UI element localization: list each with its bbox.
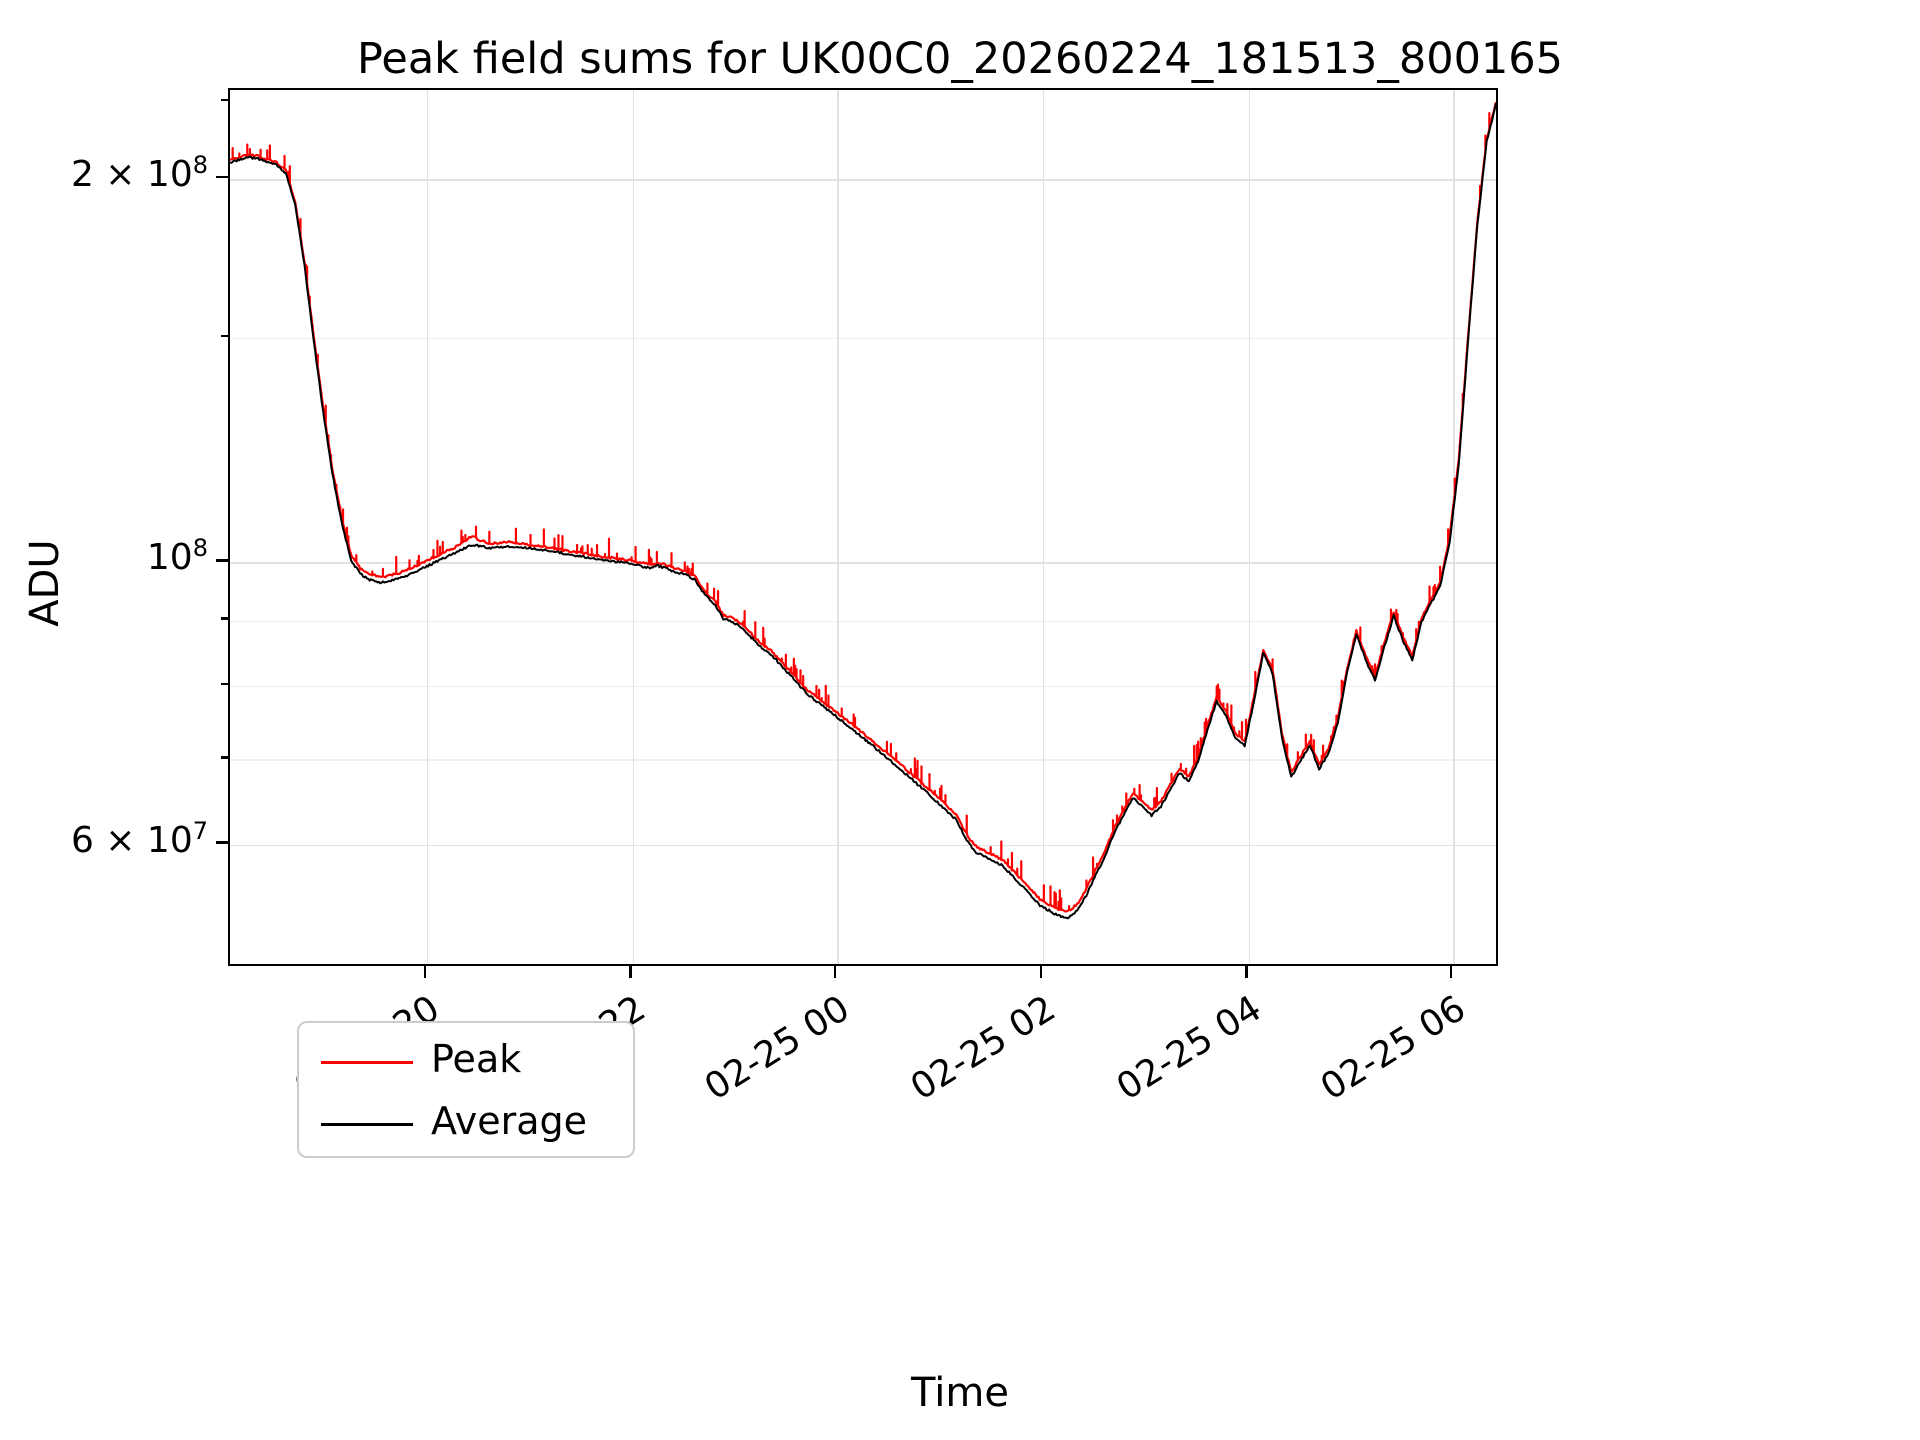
- y-tick-label: 108: [146, 534, 208, 579]
- plot-area: [228, 88, 1498, 966]
- legend-label: Peak: [431, 1037, 522, 1081]
- series-container: [230, 101, 1496, 920]
- gridline-horizontal-minor: [230, 685, 1496, 687]
- y-tick-mark-minor: [221, 335, 228, 338]
- x-axis-label: Time: [911, 1370, 1009, 1416]
- y-tick-mark-minor: [221, 756, 228, 759]
- x-tick-mark: [833, 966, 837, 978]
- x-tick-mark: [1449, 966, 1453, 978]
- legend-swatch-average: [321, 1123, 413, 1127]
- x-tick-mark: [1245, 966, 1248, 978]
- series-line-average: [230, 103, 1496, 920]
- gridline-horizontal-minor: [230, 620, 1496, 622]
- gridline-horizontal-minor: [230, 338, 1496, 340]
- legend-item-average[interactable]: Average: [299, 1097, 633, 1153]
- legend-label: Average: [431, 1099, 588, 1143]
- gridline-vertical: [426, 90, 429, 964]
- legend: Peak Average: [297, 1021, 635, 1158]
- gridline-horizontal: [230, 179, 1496, 181]
- gridline-vertical: [837, 90, 839, 964]
- gridline-vertical: [1042, 90, 1045, 964]
- gridline-horizontal: [230, 844, 1496, 847]
- y-tick-mark: [216, 175, 228, 179]
- legend-item-peak[interactable]: Peak: [299, 1035, 633, 1091]
- gridline-vertical: [632, 90, 635, 964]
- x-tick-label: 02-25 00: [697, 988, 857, 1109]
- gridline-horizontal: [230, 562, 1496, 564]
- y-axis-label: ADU: [22, 539, 68, 627]
- y-tick-mark-minor: [221, 98, 228, 101]
- gridline-horizontal-minor: [230, 759, 1496, 761]
- series-line-peak: [230, 101, 1496, 913]
- x-tick-mark: [1039, 966, 1043, 978]
- x-tick-label: 02-25 02: [903, 988, 1063, 1109]
- y-tick-mark-minor: [221, 617, 228, 620]
- y-tick-mark-minor: [221, 682, 228, 685]
- x-tick-mark: [423, 966, 427, 978]
- page-title: Peak field sums for UK00C0_20260224_1815…: [356, 34, 1564, 84]
- y-tick-mark: [216, 558, 228, 562]
- y-tick-label: 2 × 108: [70, 151, 208, 196]
- x-tick-label: 02-25 06: [1313, 988, 1473, 1109]
- y-tick-mark: [216, 841, 228, 844]
- legend-swatch-peak: [321, 1061, 413, 1065]
- gridline-vertical: [1248, 90, 1251, 964]
- gridline-vertical: [1453, 90, 1455, 964]
- y-tick-label: 6 × 107: [70, 816, 208, 861]
- x-tick-label: 02-25 04: [1109, 988, 1269, 1109]
- x-tick-mark: [629, 966, 632, 978]
